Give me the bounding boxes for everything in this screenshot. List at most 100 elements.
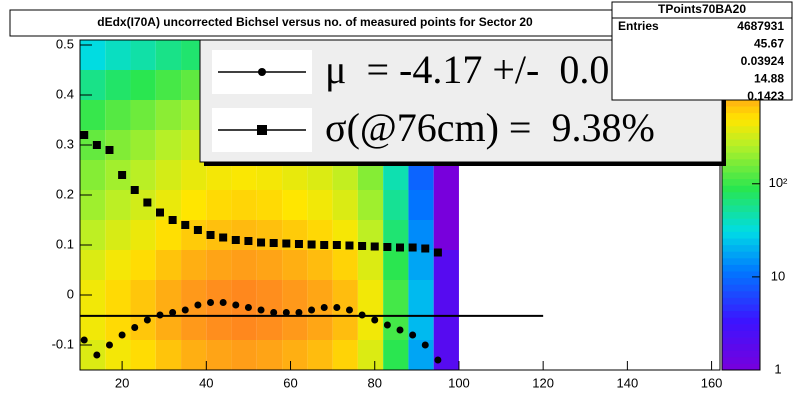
- heatmap-cell: [181, 160, 207, 190]
- title-box: [9, 9, 621, 37]
- point: [270, 309, 278, 316]
- colorbar-band: [722, 257, 760, 265]
- point: [269, 239, 278, 247]
- heatmap-cell: [155, 160, 182, 190]
- point: [434, 356, 442, 364]
- point: [231, 236, 240, 244]
- point: [320, 304, 328, 311]
- point: [206, 231, 215, 239]
- heatmap-cell: [105, 130, 131, 160]
- heatmap-cell: [181, 250, 207, 280]
- heatmap-cell: [307, 310, 333, 340]
- colorbar-band: [722, 218, 760, 226]
- x-tick-label: 140: [617, 375, 639, 390]
- heatmap-cell: [256, 310, 283, 340]
- point: [408, 243, 417, 252]
- stats-label: Entries: [618, 19, 659, 33]
- legend-marker: [257, 125, 267, 135]
- point: [358, 311, 366, 319]
- heatmap-cell: [206, 190, 232, 220]
- heatmap-cell: [332, 250, 358, 280]
- stats-value: 0.03924: [741, 54, 785, 68]
- heatmap-cell: [130, 70, 156, 100]
- heatmap-cell: [155, 130, 182, 160]
- colorbar-band: [722, 271, 760, 279]
- heatmap-cell: [256, 280, 283, 310]
- point: [257, 238, 266, 247]
- point: [295, 309, 303, 316]
- heatmap-cell: [408, 280, 434, 310]
- heatmap-cell: [80, 160, 106, 190]
- heatmap-cell: [181, 310, 207, 340]
- z-tick-label: 1: [774, 361, 781, 376]
- heatmap-cell: [155, 250, 182, 280]
- heatmap-cell: [408, 190, 434, 220]
- heatmap-cell: [307, 250, 333, 280]
- point: [320, 241, 329, 249]
- point: [105, 146, 114, 154]
- heatmap-cell: [80, 250, 106, 280]
- heatmap-cell: [130, 190, 156, 220]
- heatmap-cell: [206, 340, 232, 370]
- point: [118, 331, 126, 339]
- colorbar-band: [722, 224, 760, 232]
- z-tick-label: 10²: [769, 175, 788, 190]
- heatmap-cell: [433, 280, 459, 310]
- colorbar-band: [722, 112, 760, 120]
- heatmap-cell: [357, 190, 384, 220]
- colorbar-band: [722, 244, 760, 252]
- heatmap-cell: [130, 40, 156, 70]
- point: [93, 351, 101, 359]
- y-tick-label: -0.1: [52, 336, 74, 351]
- heatmap-cell: [408, 340, 434, 370]
- colorbar-band: [722, 198, 760, 206]
- heatmap-cell: [256, 250, 283, 280]
- colorbar-band: [722, 152, 760, 160]
- colorbar-band: [722, 317, 760, 325]
- stats-value: 14.88: [754, 72, 784, 86]
- x-tick-label: 60: [283, 375, 297, 390]
- point: [409, 331, 417, 339]
- heatmap-cell: [357, 250, 384, 280]
- colorbar-band: [722, 297, 760, 305]
- y-tick-label: 0.4: [56, 86, 74, 101]
- colorbar-band: [722, 145, 760, 153]
- heatmap-cell: [231, 190, 257, 220]
- heatmap-cell: [332, 340, 358, 370]
- point: [80, 131, 89, 139]
- colorbar-band: [722, 356, 760, 364]
- heatmap-cell: [383, 250, 409, 280]
- heatmap-cell: [130, 160, 156, 190]
- point: [383, 321, 391, 329]
- heatmap-cell: [130, 100, 156, 130]
- point: [345, 306, 353, 314]
- point: [396, 326, 404, 334]
- x-tick-label: 120: [532, 375, 554, 390]
- point: [370, 242, 379, 251]
- point: [194, 301, 202, 309]
- point: [80, 336, 88, 344]
- point: [371, 316, 379, 324]
- heatmap-cell: [155, 100, 182, 130]
- heatmap-cell: [433, 190, 459, 220]
- point: [143, 316, 151, 324]
- point: [308, 306, 316, 314]
- heatmap-cell: [155, 70, 182, 100]
- colorbar-band: [722, 238, 760, 246]
- heatmap-cell: [383, 280, 409, 310]
- colorbar-band: [722, 350, 760, 358]
- chart-title: dEdx(I70A) uncorrected Bichsel versus no…: [97, 15, 533, 29]
- heatmap-cell: [231, 340, 257, 370]
- heatmap-cell: [80, 310, 106, 340]
- point: [244, 304, 252, 311]
- point: [118, 171, 127, 179]
- heatmap-cell: [130, 280, 156, 310]
- heatmap-cell: [256, 340, 283, 370]
- point: [257, 306, 265, 314]
- colorbar-band: [722, 185, 760, 193]
- x-tick-label: 80: [368, 375, 382, 390]
- z-tick-label: 10: [771, 268, 785, 283]
- heatmap-cell: [130, 220, 156, 250]
- heatmap-cell: [206, 250, 232, 280]
- heatmap-cell: [181, 190, 207, 220]
